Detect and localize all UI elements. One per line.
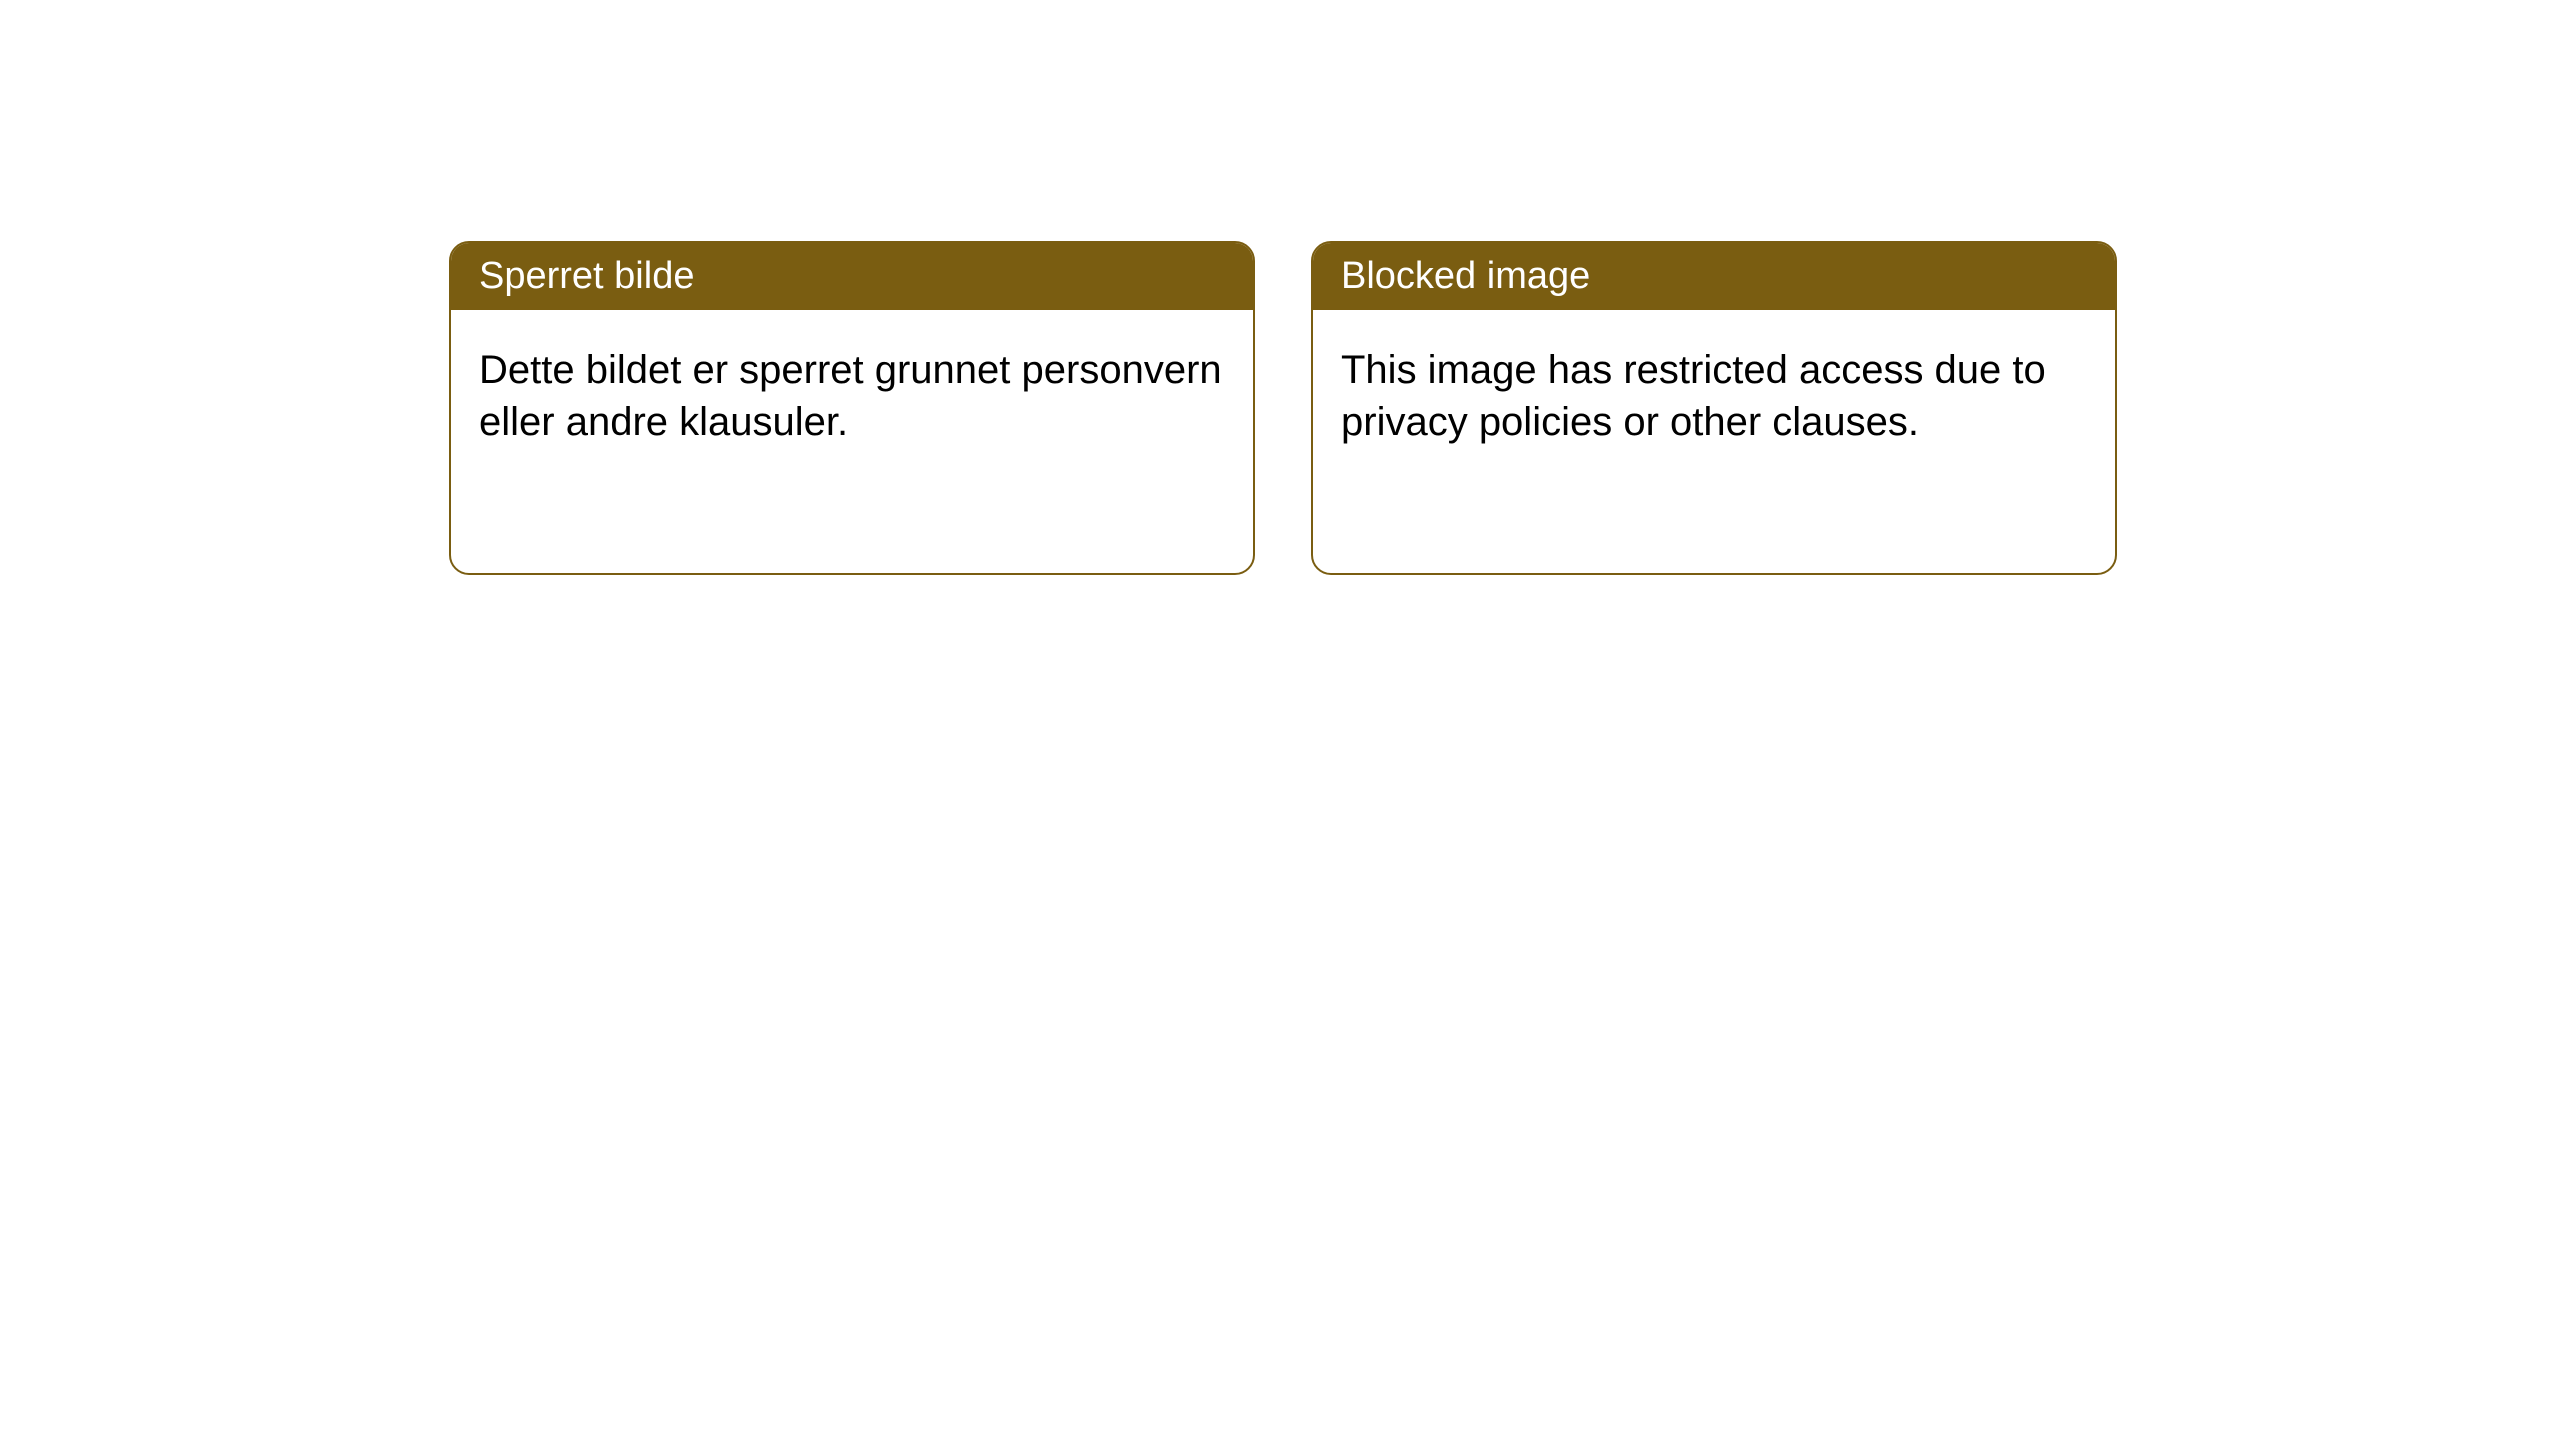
notice-card-title: Blocked image	[1313, 243, 2115, 310]
notice-card-body: This image has restricted access due to …	[1313, 310, 2115, 482]
notice-card-container: Sperret bilde Dette bildet er sperret gr…	[449, 241, 2117, 575]
notice-card-body: Dette bildet er sperret grunnet personve…	[451, 310, 1253, 482]
notice-card-norwegian: Sperret bilde Dette bildet er sperret gr…	[449, 241, 1255, 575]
notice-card-english: Blocked image This image has restricted …	[1311, 241, 2117, 575]
notice-card-title: Sperret bilde	[451, 243, 1253, 310]
